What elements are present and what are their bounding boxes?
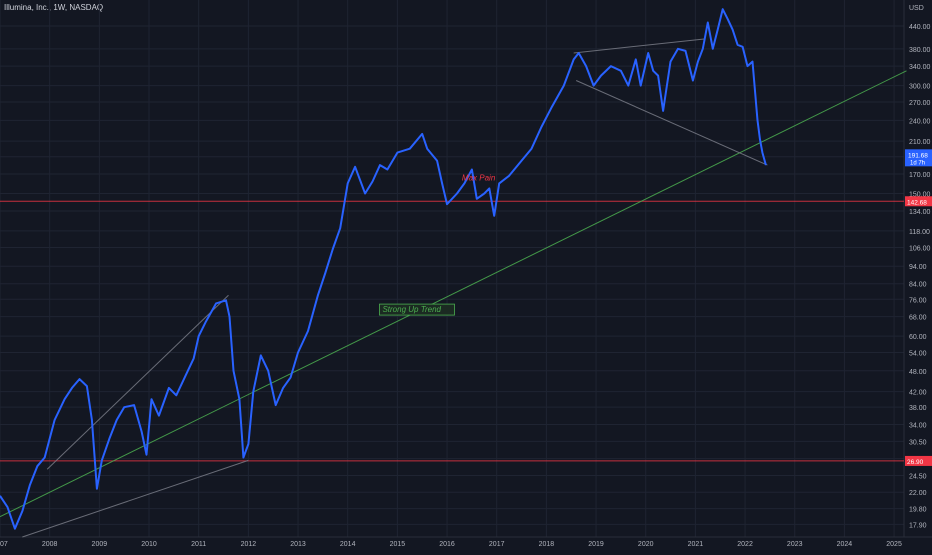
y-tick-label: 270.00 xyxy=(909,100,931,107)
trendline[interactable] xyxy=(0,70,907,518)
y-tick-label: 340.00 xyxy=(909,64,931,71)
last-price-label: 191.68 xyxy=(908,152,928,159)
y-tick-label: 24.50 xyxy=(909,473,927,480)
last-price-tag xyxy=(905,149,932,167)
y-tick-label: 170.00 xyxy=(909,172,931,179)
y-tick-label: 42.00 xyxy=(909,390,927,397)
y-tick-label: 48.00 xyxy=(909,369,927,376)
y-tick-label: 380.00 xyxy=(909,47,931,54)
y-tick-label: 134.00 xyxy=(909,209,931,216)
y-tick-label: 106.00 xyxy=(909,246,931,253)
level-price-tag xyxy=(905,455,932,466)
y-tick-label: 22.00 xyxy=(909,490,927,497)
price-line xyxy=(0,8,767,530)
x-tick-label: 2020 xyxy=(638,541,654,548)
y-tick-label: 68.00 xyxy=(909,315,927,322)
y-tick-label: 38.00 xyxy=(909,405,927,412)
x-tick-label: 2007 xyxy=(0,541,8,548)
annotation-box xyxy=(379,303,455,316)
last-price-countdown: 1d 7h xyxy=(910,160,925,166)
x-tick-label: 2019 xyxy=(588,541,604,548)
x-tick-label: 2023 xyxy=(787,541,803,548)
chart-title: Illumina, Inc., 1W, NASDAQ xyxy=(4,3,104,12)
y-tick-label: 84.00 xyxy=(909,282,927,289)
x-tick-label: 2013 xyxy=(290,541,306,548)
y-tick-label: 17.90 xyxy=(909,522,927,529)
level-price-tag xyxy=(905,196,932,207)
y-tick-label: 76.00 xyxy=(909,297,927,304)
x-tick-label: 2018 xyxy=(539,541,555,548)
level-price-tag-label: 142.68 xyxy=(907,199,927,206)
annotation-label[interactable]: Strong Up Trend xyxy=(382,305,441,314)
y-tick-label: 60.00 xyxy=(909,334,927,341)
level-price-tag-label: 26.90 xyxy=(907,459,924,466)
annotation-label[interactable]: Max Pain xyxy=(462,174,496,183)
x-tick-label: 2017 xyxy=(489,541,505,548)
x-tick-label: 2024 xyxy=(837,541,853,548)
trendline[interactable] xyxy=(573,38,706,54)
x-tick-label: 2015 xyxy=(390,541,406,548)
x-tick-label: 2011 xyxy=(191,541,206,548)
x-tick-label: 2009 xyxy=(92,541,108,548)
y-tick-label: 34.00 xyxy=(909,422,927,429)
x-tick-label: 2014 xyxy=(340,541,356,548)
trendline[interactable] xyxy=(22,459,249,538)
trendline[interactable] xyxy=(575,80,768,166)
y-tick-label: 440.00 xyxy=(909,24,931,31)
y-tick-label: 300.00 xyxy=(909,84,931,91)
y-tick-label: 118.00 xyxy=(909,229,930,236)
trendline[interactable] xyxy=(46,294,229,470)
x-tick-label: 2010 xyxy=(141,541,157,548)
y-tick-label: 240.00 xyxy=(909,118,931,125)
x-tick-label: 2016 xyxy=(439,541,455,548)
y-tick-label: 150.00 xyxy=(909,191,931,198)
y-tick-label: 94.00 xyxy=(909,264,927,271)
y-tick-label: 19.80 xyxy=(909,507,927,514)
x-tick-label: 2022 xyxy=(737,541,753,548)
y-tick-label: 54.00 xyxy=(909,350,927,357)
x-tick-label: 2025 xyxy=(886,541,902,548)
x-tick-label: 2012 xyxy=(241,541,257,548)
y-tick-label: 210.00 xyxy=(909,139,931,146)
y-tick-label: 30.50 xyxy=(909,439,927,446)
x-tick-label: 2008 xyxy=(42,541,58,548)
x-tick-label: 2021 xyxy=(688,541,704,548)
currency-label: USD xyxy=(909,5,924,12)
